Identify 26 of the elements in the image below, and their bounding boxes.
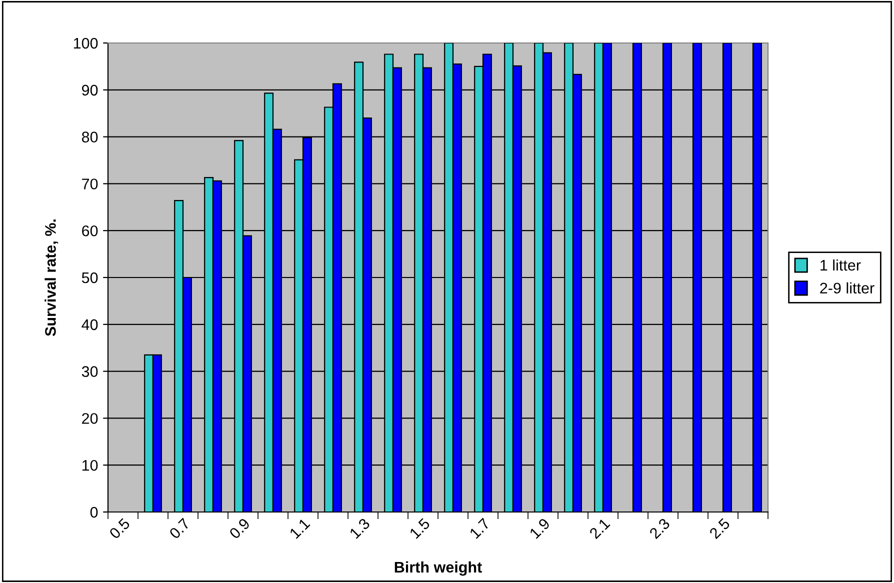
x-axis-title: Birth weight — [394, 561, 482, 576]
y-tick-label: 60 — [82, 225, 98, 236]
x-tick-label: 1.9 — [529, 518, 550, 539]
legend-label: 2-9 litter — [820, 282, 874, 294]
y-tick-label: 10 — [82, 460, 98, 471]
y-tick-label: 100 — [74, 38, 98, 49]
y-tick-label: 80 — [82, 132, 98, 142]
x-tick-label: 1.1 — [289, 518, 310, 539]
y-tick-label: 30 — [82, 366, 98, 377]
y-tick-label: 70 — [82, 178, 98, 190]
x-tick-label: 2.5 — [708, 518, 730, 540]
y-tick-label: 40 — [82, 319, 98, 330]
x-tick-label: 1.5 — [409, 518, 430, 539]
x-tick-label: 2.1 — [588, 518, 610, 540]
y-tick-label: 20 — [82, 413, 98, 424]
x-tick-label: 0.5 — [108, 518, 130, 540]
y-tick-label: 90 — [82, 84, 98, 96]
x-tick-label: 0.7 — [168, 518, 190, 540]
y-tick-label: 50 — [82, 272, 98, 284]
legend-label: 1 litter — [820, 259, 861, 271]
y-axis-title: Survival rate, %. — [44, 220, 58, 336]
x-tick-label: 1.7 — [469, 518, 490, 539]
x-tick-label: 0.9 — [228, 518, 250, 540]
x-tick-label: 1.3 — [349, 518, 370, 539]
x-tick-label: 2.3 — [648, 518, 670, 540]
y-tick-label: 0 — [90, 506, 98, 518]
